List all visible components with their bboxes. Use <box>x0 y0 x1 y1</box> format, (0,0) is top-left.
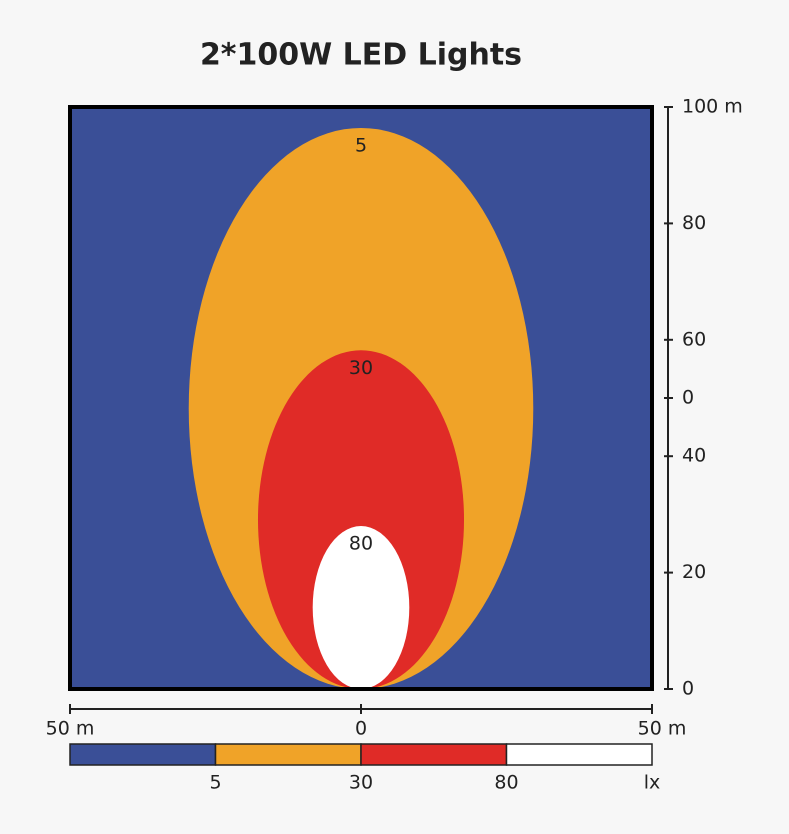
contour-label: 30 <box>349 357 373 379</box>
y-tick-label: 40 <box>682 445 706 467</box>
y-tick-label: 0 <box>682 387 694 409</box>
colorbar-label: 80 <box>494 772 518 794</box>
y-tick-label: 60 <box>682 328 706 350</box>
x-tick-label: 50 m <box>46 718 95 740</box>
x-tick-label: 0 <box>355 718 367 740</box>
contour-label: 5 <box>355 134 367 156</box>
colorbar-label: 5 <box>209 772 221 794</box>
colorbar-unit: lx <box>644 772 661 794</box>
contour <box>257 350 465 689</box>
y-tick-label: 20 <box>682 561 706 583</box>
colorbar-segment <box>360 743 508 766</box>
colorbar-segment <box>214 743 362 766</box>
contour-label: 80 <box>349 533 373 555</box>
colorbar-segment <box>505 743 653 766</box>
y-tick-label: 80 <box>682 212 706 234</box>
contour <box>312 526 410 690</box>
colorbar-label: 30 <box>349 772 373 794</box>
x-tick-label: 50 m <box>638 718 687 740</box>
colorbar-segment <box>69 743 217 766</box>
y-tick-label: 100 m <box>682 96 743 118</box>
y-tick-label: 0 <box>682 678 694 700</box>
chart-title: 2*100W LED Lights <box>200 38 522 73</box>
plot-frame <box>68 105 654 691</box>
